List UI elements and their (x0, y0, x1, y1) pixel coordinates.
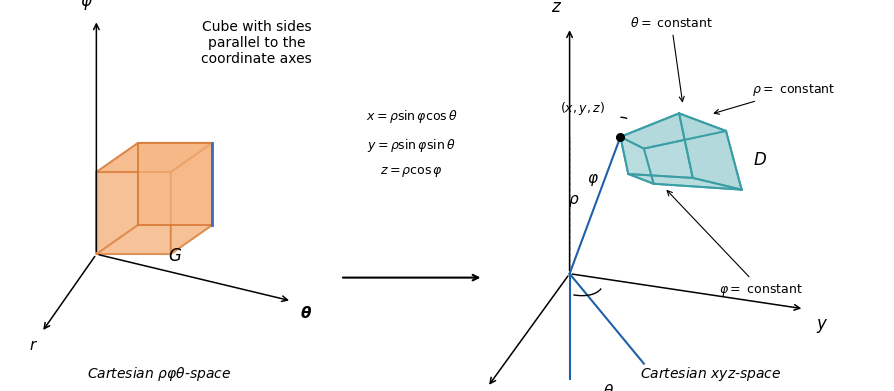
Text: $r$: $r$ (29, 338, 38, 353)
Polygon shape (679, 113, 741, 190)
Text: $\varphi$: $\varphi$ (80, 0, 93, 12)
Polygon shape (620, 113, 692, 178)
Polygon shape (97, 172, 171, 254)
Text: $\rho =$ constant: $\rho =$ constant (713, 82, 834, 114)
Text: $G$: $G$ (168, 246, 182, 264)
Text: $x = \rho \sin \varphi \cos \theta$
$y = \rho \sin \varphi \sin \theta$
$z = \rh: $x = \rho \sin \varphi \cos \theta$ $y =… (366, 108, 457, 179)
Polygon shape (97, 143, 212, 172)
Polygon shape (620, 137, 653, 184)
Text: Cartesian $xyz$-space: Cartesian $xyz$-space (639, 365, 780, 383)
Text: $\theta =$ constant: $\theta =$ constant (629, 16, 712, 102)
Text: Cartesian $\rho\varphi\theta$-space: Cartesian $\rho\varphi\theta$-space (87, 365, 231, 383)
Polygon shape (171, 143, 212, 254)
Text: $\rho$: $\rho$ (567, 194, 578, 209)
Text: $\theta$: $\theta$ (603, 383, 613, 391)
Text: $y$: $y$ (815, 317, 828, 335)
Text: $z$: $z$ (550, 0, 561, 16)
Text: $\varphi =$ constant: $\varphi =$ constant (666, 190, 802, 298)
Text: $\boldsymbol{\theta}$: $\boldsymbol{\theta}$ (299, 305, 311, 321)
Polygon shape (97, 225, 212, 254)
Text: Cube with sides
parallel to the
coordinate axes: Cube with sides parallel to the coordina… (201, 20, 312, 66)
Polygon shape (628, 174, 741, 190)
Text: $\varphi$: $\varphi$ (586, 172, 598, 188)
Polygon shape (620, 113, 725, 149)
Polygon shape (643, 131, 741, 190)
Polygon shape (97, 143, 138, 254)
Polygon shape (138, 143, 212, 225)
Text: $D$: $D$ (753, 151, 766, 169)
Text: $(x, y, z)$: $(x, y, z)$ (560, 100, 604, 117)
